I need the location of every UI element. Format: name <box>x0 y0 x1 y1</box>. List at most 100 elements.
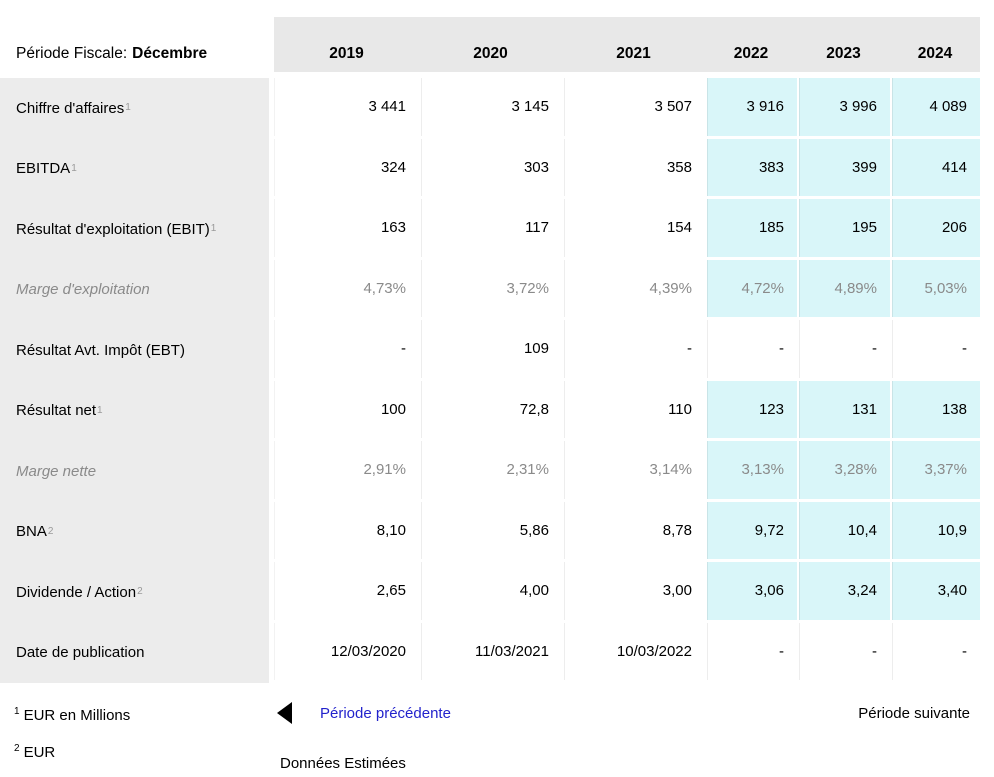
previous-period-label: Période précédente <box>320 704 451 722</box>
table-body: Chiffre d'affaires 1 3 441 3 145 3 507 3 … <box>0 78 980 683</box>
footnote-eur-millions: 1 EUR en Millions <box>14 707 131 725</box>
table-row: BNA 2 8,10 5,86 8,78 9,72 10,4 10,9 <box>0 501 980 562</box>
footnote-text: EUR <box>23 744 56 761</box>
cell-value: 131 <box>797 380 890 441</box>
cell-value: 12/03/2020 <box>269 622 419 683</box>
cell-value: 3 145 <box>419 78 562 139</box>
cell-value: 117 <box>419 199 562 260</box>
cell-value: 358 <box>562 138 705 199</box>
table-row: Chiffre d'affaires 1 3 441 3 145 3 507 3 … <box>0 78 980 139</box>
cell-value: 3,28% <box>797 441 890 502</box>
year-column-header: 2024 <box>890 17 980 72</box>
cell-value: 4,39% <box>562 259 705 320</box>
cell-value: 8,10 <box>269 501 419 562</box>
footnote-eur: 2 EUR <box>14 743 56 762</box>
row-label-text: Résultat Avt. Impôt (EBT) <box>16 341 185 359</box>
cell-value: 4,73% <box>269 259 419 320</box>
cell-value: 3,40 <box>890 562 980 623</box>
cell-value: 154 <box>562 199 705 260</box>
cell-value: 3,72% <box>419 259 562 320</box>
row-label-text: EBITDA <box>16 160 71 178</box>
footnote-marker: 2 <box>14 743 20 754</box>
cell-value: 2,31% <box>419 441 562 502</box>
cell-value: 303 <box>419 138 562 199</box>
row-label-text: Résultat d'exploitation (EBIT) <box>16 220 210 238</box>
cell-value: 72,8 <box>419 380 562 441</box>
cell-value: 2,65 <box>269 562 419 623</box>
cell-value: 3,14% <box>562 441 705 502</box>
cell-value: - <box>797 622 890 683</box>
table-row: Marge d'exploitation 4,73% 3,72% 4,39% 4… <box>0 259 980 320</box>
row-label-text: BNA <box>16 523 47 541</box>
previous-period-link[interactable]: Période précédente <box>277 702 451 724</box>
fiscal-period-prefix: Période Fiscale: <box>16 45 128 62</box>
cell-value: 195 <box>797 199 890 260</box>
cell-value: 123 <box>705 380 797 441</box>
cell-value: - <box>890 622 980 683</box>
cell-value: 10,9 <box>890 501 980 562</box>
row-label-text: Marge nette <box>16 462 97 480</box>
cell-value: 10,4 <box>797 501 890 562</box>
row-label: Marge d'exploitation <box>0 259 269 320</box>
cell-value: 9,72 <box>705 501 797 562</box>
cell-value: 4,89% <box>797 259 890 320</box>
table-row: EBITDA 1 324 303 358 383 399 414 <box>0 138 980 199</box>
row-label: Date de publication <box>0 622 269 683</box>
estimated-data-label: Données Estimées <box>280 755 406 772</box>
cell-value: 3,24 <box>797 562 890 623</box>
cell-value: 3 507 <box>562 78 705 139</box>
cell-value: 383 <box>705 138 797 199</box>
row-label: EBITDA 1 <box>0 138 269 199</box>
cell-value: 4 089 <box>890 78 980 139</box>
row-label-text: Date de publication <box>16 644 145 662</box>
cell-value: 3 441 <box>269 78 419 139</box>
row-label: Chiffre d'affaires 1 <box>0 78 269 139</box>
cell-value: 3 996 <box>797 78 890 139</box>
cell-value: 206 <box>890 199 980 260</box>
cell-value: 10/03/2022 <box>562 622 705 683</box>
cell-value: 4,00 <box>419 562 562 623</box>
row-label-text: Dividende / Action <box>16 583 137 601</box>
year-column-header: 2022 <box>705 17 797 72</box>
cell-value: 8,78 <box>562 501 705 562</box>
table-row: Résultat net 1 100 72,8 110 123 131 138 <box>0 380 980 441</box>
table-row: Date de publication 12/03/2020 11/03/202… <box>0 622 980 683</box>
cell-value: - <box>797 320 890 381</box>
cell-value: - <box>269 320 419 381</box>
cell-value: 100 <box>269 380 419 441</box>
footnote-text: EUR en Millions <box>23 707 131 724</box>
cell-value: 109 <box>419 320 562 381</box>
table-row: Dividende / Action 2 2,65 4,00 3,00 3,06 … <box>0 562 980 623</box>
table-row: Résultat Avt. Impôt (EBT) - 109 - - - - <box>0 320 980 381</box>
next-period-link[interactable]: Période suivante <box>858 705 970 722</box>
cell-value: 11/03/2021 <box>419 622 562 683</box>
row-label: Résultat net 1 <box>0 380 269 441</box>
row-label-text: Chiffre d'affaires <box>16 99 125 117</box>
cell-value: 138 <box>890 380 980 441</box>
row-label: Résultat d'exploitation (EBIT) 1 <box>0 199 269 260</box>
table-row: Marge nette 2,91% 2,31% 3,14% 3,13% 3,28… <box>0 441 980 502</box>
cell-value: 3,37% <box>890 441 980 502</box>
year-column-header: 2021 <box>562 17 705 72</box>
cell-value: 2,91% <box>269 441 419 502</box>
year-column-header: 2023 <box>797 17 890 72</box>
cell-value: 324 <box>269 138 419 199</box>
cell-value: - <box>890 320 980 381</box>
cell-value: 3,13% <box>705 441 797 502</box>
row-label: Résultat Avt. Impôt (EBT) <box>0 320 269 381</box>
row-label: Dividende / Action 2 <box>0 562 269 623</box>
year-column-header: 2020 <box>419 17 562 72</box>
row-label: BNA 2 <box>0 501 269 562</box>
row-label-text: Marge d'exploitation <box>16 281 150 299</box>
cell-value: 3 916 <box>705 78 797 139</box>
financials-table: Période Fiscale: Décembre 2019 2020 2021… <box>0 17 980 683</box>
cell-value: 5,03% <box>890 259 980 320</box>
cell-value: 414 <box>890 138 980 199</box>
table-header-row: Période Fiscale: Décembre 2019 2020 2021… <box>0 17 980 72</box>
row-label: Marge nette <box>0 441 269 502</box>
cell-value: - <box>705 320 797 381</box>
cell-value: 3,00 <box>562 562 705 623</box>
cell-value: - <box>562 320 705 381</box>
cell-value: 3,06 <box>705 562 797 623</box>
cell-value: 110 <box>562 380 705 441</box>
